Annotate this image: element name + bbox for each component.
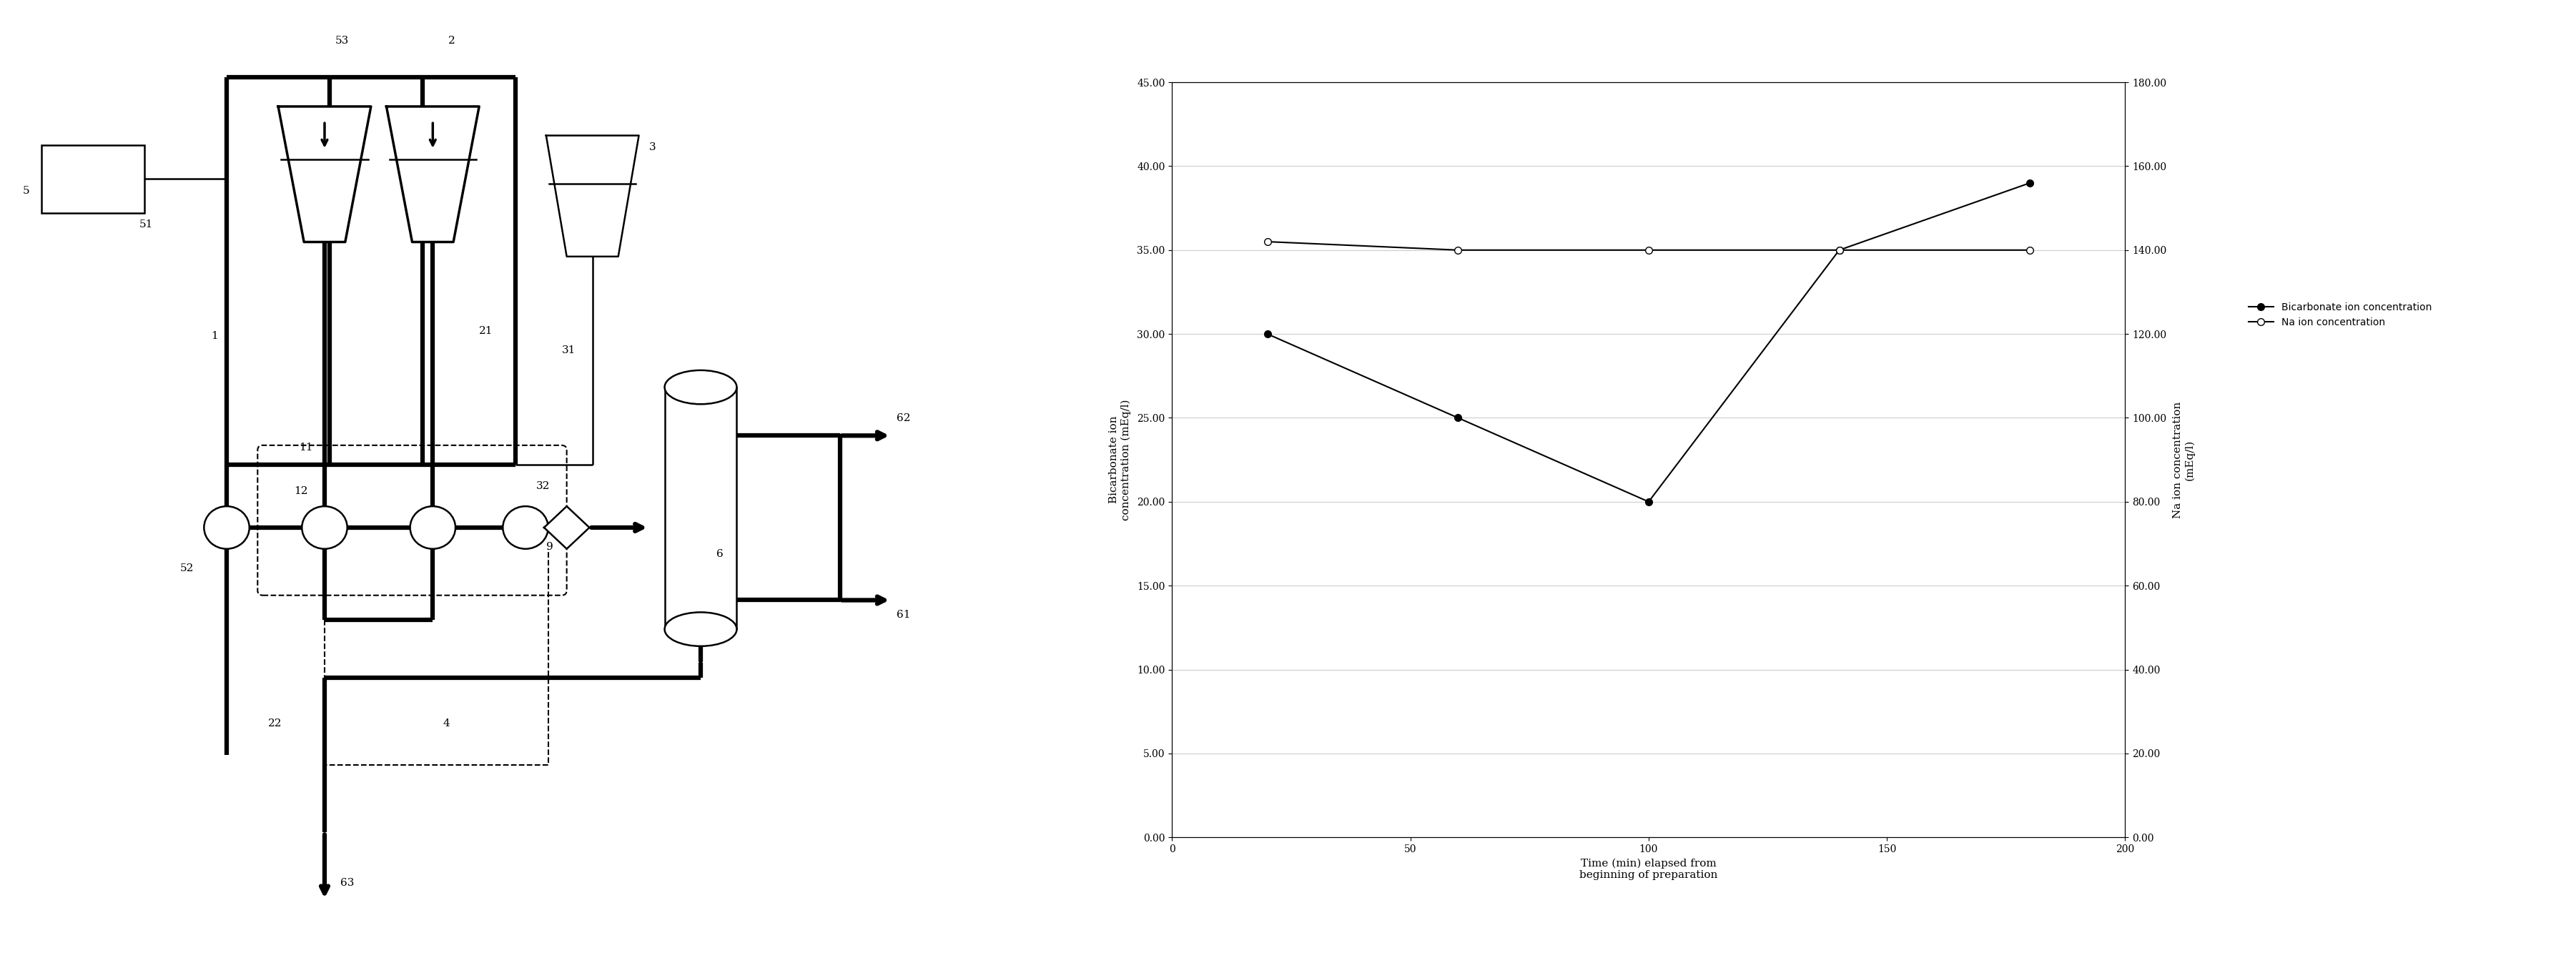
Line: Na ion concentration: Na ion concentration — [1265, 238, 2032, 254]
Polygon shape — [386, 106, 479, 242]
Text: 31: 31 — [562, 346, 574, 355]
Text: 2: 2 — [448, 36, 456, 45]
Bicarbonate ion concentration — [1252, 328, 1283, 340]
Y-axis label: Bicarbonate ion
concentration (mEq/l): Bicarbonate ion concentration (mEq/l) — [1110, 399, 1131, 521]
Ellipse shape — [665, 612, 737, 647]
Circle shape — [502, 506, 549, 549]
Text: 21: 21 — [479, 326, 492, 336]
Polygon shape — [278, 106, 371, 242]
Circle shape — [410, 506, 456, 549]
Text: 62: 62 — [896, 413, 909, 423]
Polygon shape — [546, 136, 639, 257]
Text: 32: 32 — [536, 481, 549, 491]
Circle shape — [204, 506, 250, 549]
Ellipse shape — [665, 370, 737, 405]
Text: 53: 53 — [335, 36, 348, 45]
Text: 6: 6 — [716, 549, 724, 559]
Bar — [41, 145, 144, 213]
Text: 11: 11 — [299, 442, 312, 452]
Text: 4: 4 — [443, 718, 451, 728]
Polygon shape — [544, 506, 590, 549]
Text: 61: 61 — [896, 610, 909, 620]
Na ion concentration — [1252, 236, 1283, 248]
X-axis label: Time (min) elapsed from
beginning of preparation: Time (min) elapsed from beginning of pre… — [1579, 859, 1718, 880]
Line: Bicarbonate ion concentration: Bicarbonate ion concentration — [1265, 179, 2032, 505]
Na ion concentration — [1824, 244, 1855, 256]
Text: 12: 12 — [294, 486, 307, 496]
Bar — [665, 387, 737, 629]
Text: 63: 63 — [340, 878, 353, 888]
Y-axis label: Na ion concentration
(mEq/l): Na ion concentration (mEq/l) — [2172, 402, 2195, 518]
Na ion concentration — [1443, 244, 1473, 256]
Text: 22: 22 — [268, 718, 281, 728]
Text: 52: 52 — [180, 563, 193, 573]
Text: 3: 3 — [649, 142, 657, 152]
Text: 9: 9 — [546, 542, 554, 552]
Bicarbonate ion concentration — [1443, 412, 1473, 424]
Legend: Bicarbonate ion concentration, Na ion concentration: Bicarbonate ion concentration, Na ion co… — [2244, 299, 2437, 332]
Text: 51: 51 — [139, 220, 152, 229]
Text: 5: 5 — [23, 186, 28, 196]
Bicarbonate ion concentration — [2014, 177, 2045, 189]
Bicarbonate ion concentration — [1824, 244, 1855, 256]
Circle shape — [301, 506, 348, 549]
Text: 1: 1 — [211, 331, 219, 341]
Na ion concentration — [1633, 244, 1664, 256]
Na ion concentration — [2014, 244, 2045, 256]
Bicarbonate ion concentration — [1633, 496, 1664, 507]
